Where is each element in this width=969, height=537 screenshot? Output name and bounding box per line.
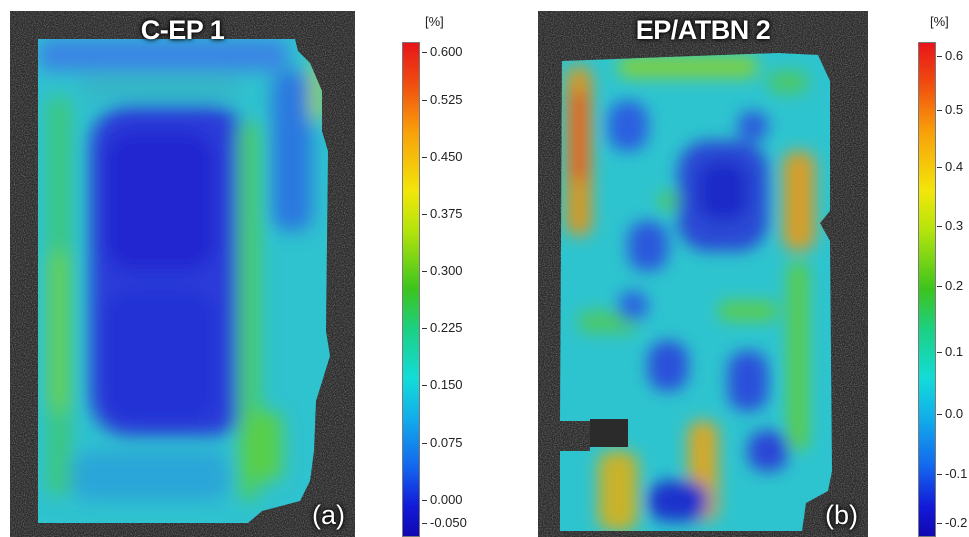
colorbar-tick-label: 0.3 xyxy=(936,218,964,233)
colorbar-tick-label: 0.6 xyxy=(936,48,964,63)
colorbar-tick-label: 0.5 xyxy=(936,102,964,117)
colorbar-unit-label: [%] xyxy=(930,14,949,29)
colorbar xyxy=(402,42,420,537)
colorbar-tick-label: 0.225 xyxy=(422,320,463,335)
panel-label: (a) xyxy=(312,500,345,530)
colorbar-tick-label: 0.450 xyxy=(422,149,463,164)
colorbar-tick-label: 0.4 xyxy=(936,159,964,174)
colorbar-tick-label: -0.1 xyxy=(936,466,968,481)
panel-title: C-EP 1 xyxy=(140,15,225,45)
colorbar-tick-label: 0.525 xyxy=(422,92,463,107)
colorbar-tick-label: 0.000 xyxy=(422,492,463,507)
colorbar-tick-label: 0.150 xyxy=(422,377,463,392)
colorbar xyxy=(918,42,936,537)
colorbar-tick-label: -0.2 xyxy=(936,515,968,530)
colorbar-tick-label: 0.300 xyxy=(422,263,463,278)
colorbar-tick-label: 0.375 xyxy=(422,206,463,221)
colorbar-tick-label: 0.2 xyxy=(936,278,964,293)
strain-map-panel-a: C-EP 1 (a) xyxy=(10,11,355,537)
colorbar-unit-label: [%] xyxy=(425,14,444,29)
colorbar-tick-label: 0.1 xyxy=(936,344,964,359)
strain-map-panel-b: EP/ATBN 2 (b) xyxy=(538,11,868,537)
panel-label: (b) xyxy=(825,500,858,530)
panel-title: EP/ATBN 2 xyxy=(635,15,771,45)
strain-map-image-a xyxy=(10,11,355,537)
colorbar-tick-label: -0.050 xyxy=(422,515,467,530)
colorbar-tick-label: 0.600 xyxy=(422,44,463,59)
colorbar-tick-label: 0.075 xyxy=(422,435,463,450)
colorbar-tick-label: 0.0 xyxy=(936,406,964,421)
strain-map-image-b xyxy=(538,11,868,537)
